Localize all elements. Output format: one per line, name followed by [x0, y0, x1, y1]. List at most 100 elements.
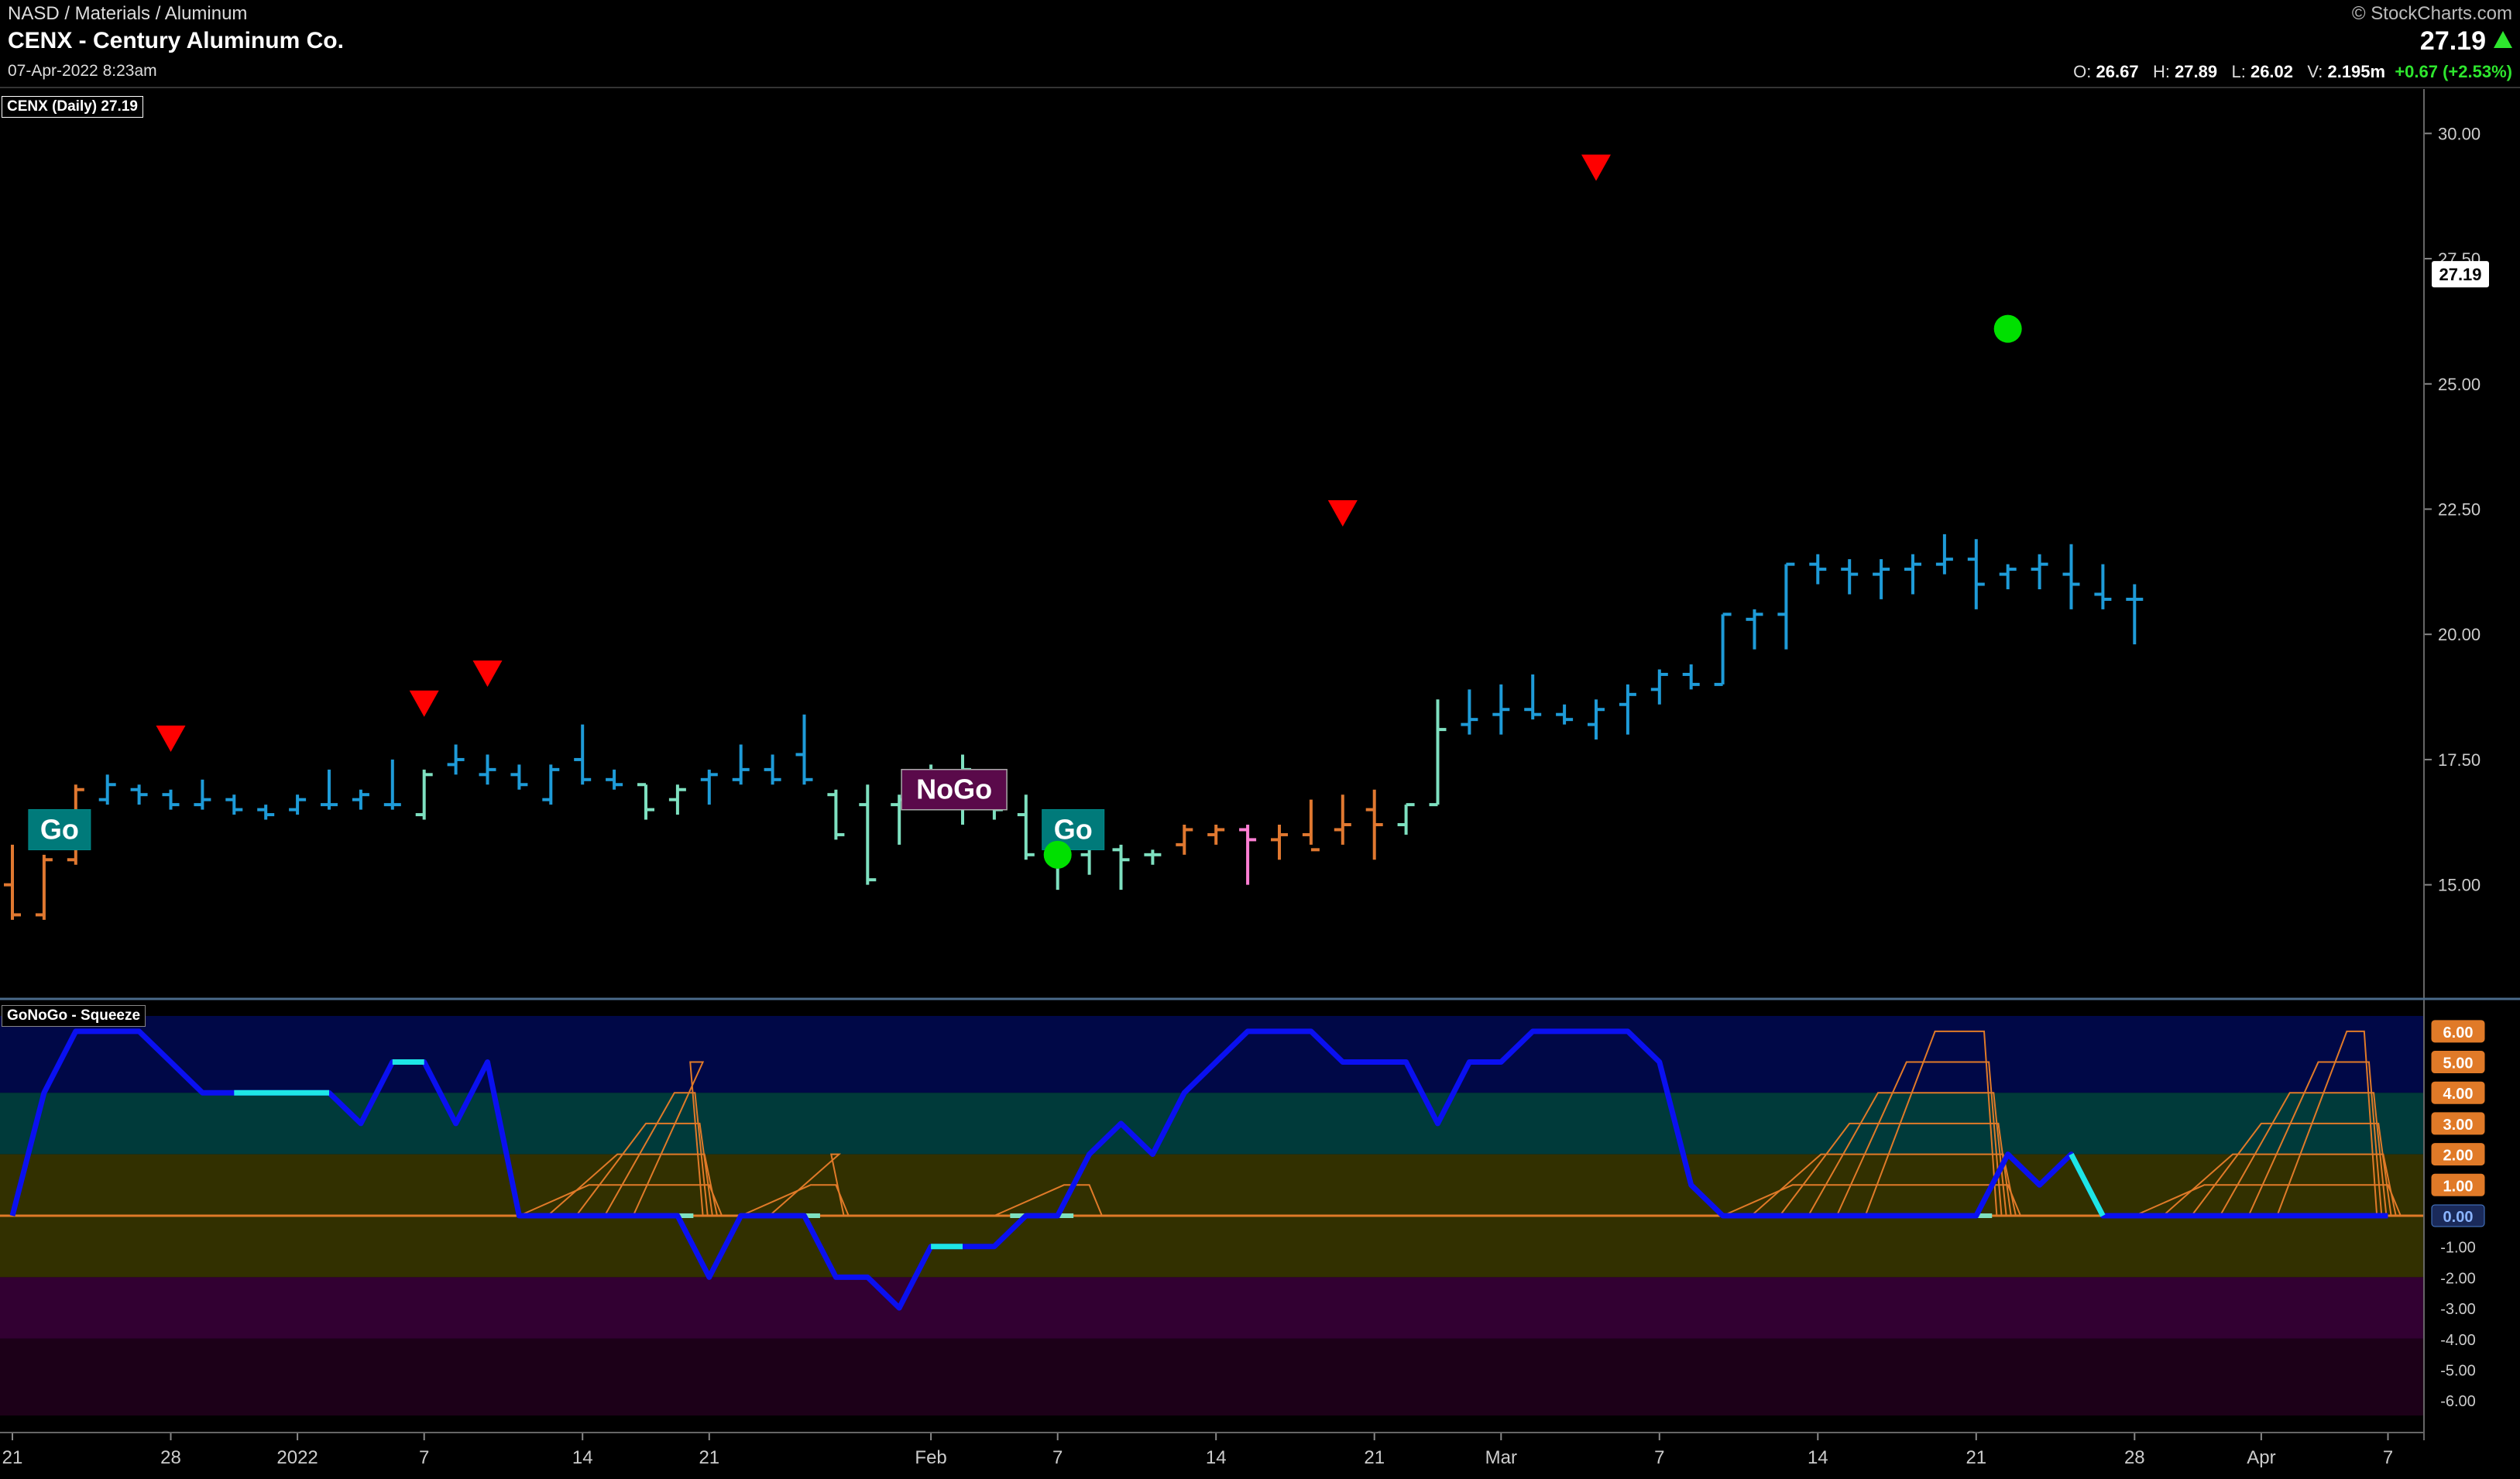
- indicator-tick-label: -1.00: [2440, 1240, 2476, 1257]
- price-bar: [637, 783, 654, 820]
- price-bar: [1365, 789, 1383, 860]
- oscillator-light-segment: [2069, 1153, 2106, 1217]
- price-tick-label: 22.50: [2438, 499, 2481, 519]
- down-triangle-marker: [472, 660, 503, 687]
- indicator-tick: -4.00: [2440, 1332, 2476, 1349]
- indicator-zone-band: [0, 1277, 2424, 1339]
- panel-frames: [0, 87, 2520, 1440]
- volume-value: 2.195m: [2327, 62, 2386, 81]
- indicator-tick-label: 4.00: [2443, 1086, 2474, 1103]
- price-bar: [1777, 562, 1795, 650]
- price-bar: [225, 794, 243, 815]
- indicator-tick-label: 6.00: [2443, 1024, 2474, 1041]
- price-bar: [1809, 554, 1827, 585]
- indicator-tick-label: -2.00: [2440, 1270, 2476, 1287]
- price-bar: [1271, 825, 1288, 860]
- indicator-bands: [0, 1016, 2424, 1416]
- price-bar: [1714, 613, 1732, 686]
- price-bar: [700, 769, 718, 805]
- price-bar: [1556, 704, 1574, 725]
- price-bar: [1492, 684, 1510, 735]
- squeeze-level-line: [2276, 1030, 2378, 1216]
- price-bar: [1429, 699, 1447, 807]
- price-bar: [352, 789, 369, 810]
- indicator-tick-badge: [2431, 1020, 2485, 1043]
- price-bar: [1935, 534, 1953, 575]
- price-bar: [764, 754, 781, 785]
- price-panel: Go GoNoGo 15.0017.5020.0022.5025.0027.503…: [0, 89, 2489, 999]
- price-tick-label: 15.00: [2438, 876, 2481, 895]
- volume-label: V:: [2307, 62, 2323, 81]
- nogo-tag-text: NoGo: [916, 774, 992, 805]
- squeeze-level-line: [518, 1184, 723, 1216]
- date-tick-label: 21: [2, 1447, 23, 1468]
- indicator-tick: 0.00: [2431, 1204, 2485, 1227]
- price-panel-background: [0, 89, 2424, 999]
- low-label: L:: [2231, 62, 2246, 81]
- date-tick-label: 21: [1966, 1447, 1986, 1468]
- indicator-zone-band: [0, 1016, 2424, 1093]
- squeeze-level-line: [768, 1153, 845, 1216]
- indicator-tick: 3.00: [2431, 1112, 2485, 1135]
- indicator-tick: 5.00: [2431, 1051, 2485, 1074]
- price-bar: [321, 769, 338, 810]
- indicator-tick: -5.00: [2440, 1362, 2476, 1379]
- date-tick-label: 28: [160, 1447, 181, 1468]
- squeeze-level-line: [2162, 1153, 2397, 1216]
- price-tick-label: 17.50: [2438, 750, 2481, 770]
- indicator-panel-label: GoNoGo - Squeeze: [2, 1005, 146, 1027]
- oscillator-line: [9, 1028, 2388, 1311]
- price-bar: [1682, 664, 1700, 690]
- squeeze-level-line: [1835, 1061, 2003, 1216]
- indicator-panel: 6.00 5.00 4.00 3.00 2.00 1.00 0.00 -1.00 -2.00 -3…: [0, 1016, 2485, 1416]
- indicator-tick-label: -5.00: [2440, 1362, 2476, 1379]
- price-bar: [510, 764, 528, 790]
- squeeze-level-line: [2191, 1122, 2392, 1216]
- squeeze-level-line: [994, 1184, 1103, 1216]
- indicator-tick-badge: [2431, 1204, 2485, 1227]
- copyright-link[interactable]: © StockCharts.com: [2351, 3, 2512, 24]
- price-bar: [162, 789, 180, 810]
- open-value: 26.67: [2096, 62, 2139, 81]
- squeeze-level-line: [2219, 1092, 2388, 1216]
- squeeze-level-line: [632, 1061, 705, 1216]
- squeeze-level-line: [2247, 1061, 2383, 1216]
- go-dot-marker: [1993, 314, 2022, 343]
- ohlc-summary: O: 26.67 H: 27.89 L: 26.02 V: 2.195m +0.…: [2073, 62, 2512, 82]
- last-price-badge-box: [2432, 261, 2489, 288]
- indicator-tick-badge: [2431, 1081, 2485, 1104]
- price-bar: [257, 805, 275, 820]
- date-tick-label: 7: [1654, 1447, 1664, 1468]
- price-bar: [1841, 559, 1859, 595]
- price-bar: [1650, 669, 1668, 705]
- price-bar: [194, 779, 211, 810]
- price-bar: [1746, 609, 1763, 650]
- date-tick-label: Mar: [1485, 1447, 1517, 1468]
- indicator-tick-badge: [2431, 1143, 2485, 1166]
- indicator-zone-band: [0, 1093, 2424, 1155]
- price-bars: [4, 534, 2144, 920]
- up-arrow-icon: [2494, 31, 2512, 48]
- date-tick-label: 28: [2124, 1447, 2145, 1468]
- last-price-badge-text: 27.19: [2439, 265, 2481, 284]
- price-change: +0.67 (+2.53%): [2395, 62, 2512, 81]
- indicator-tick-label: 2.00: [2443, 1148, 2474, 1165]
- open-label: O:: [2073, 62, 2092, 81]
- indicator-tick-label: 5.00: [2443, 1055, 2474, 1072]
- price-bar: [2126, 584, 2144, 645]
- date-tick-label: 7: [2383, 1447, 2393, 1468]
- price-bar: [859, 784, 877, 885]
- squeeze-level-line: [1864, 1030, 1998, 1216]
- price-bar: [1967, 539, 1985, 609]
- squeeze-level-line: [1722, 1184, 2021, 1216]
- down-triangle-marker: [409, 690, 439, 717]
- squeeze-level-line: [740, 1184, 850, 1216]
- squeeze-level-line: [1808, 1092, 2007, 1216]
- price-bar: [1017, 794, 1035, 860]
- date-tick-label: 14: [1808, 1447, 1828, 1468]
- date-tick-label: 14: [1206, 1447, 1227, 1468]
- indicator-tick-label: 0.00: [2443, 1209, 2474, 1226]
- price-bar: [668, 784, 686, 815]
- indicator-tick: -2.00: [2440, 1270, 2476, 1287]
